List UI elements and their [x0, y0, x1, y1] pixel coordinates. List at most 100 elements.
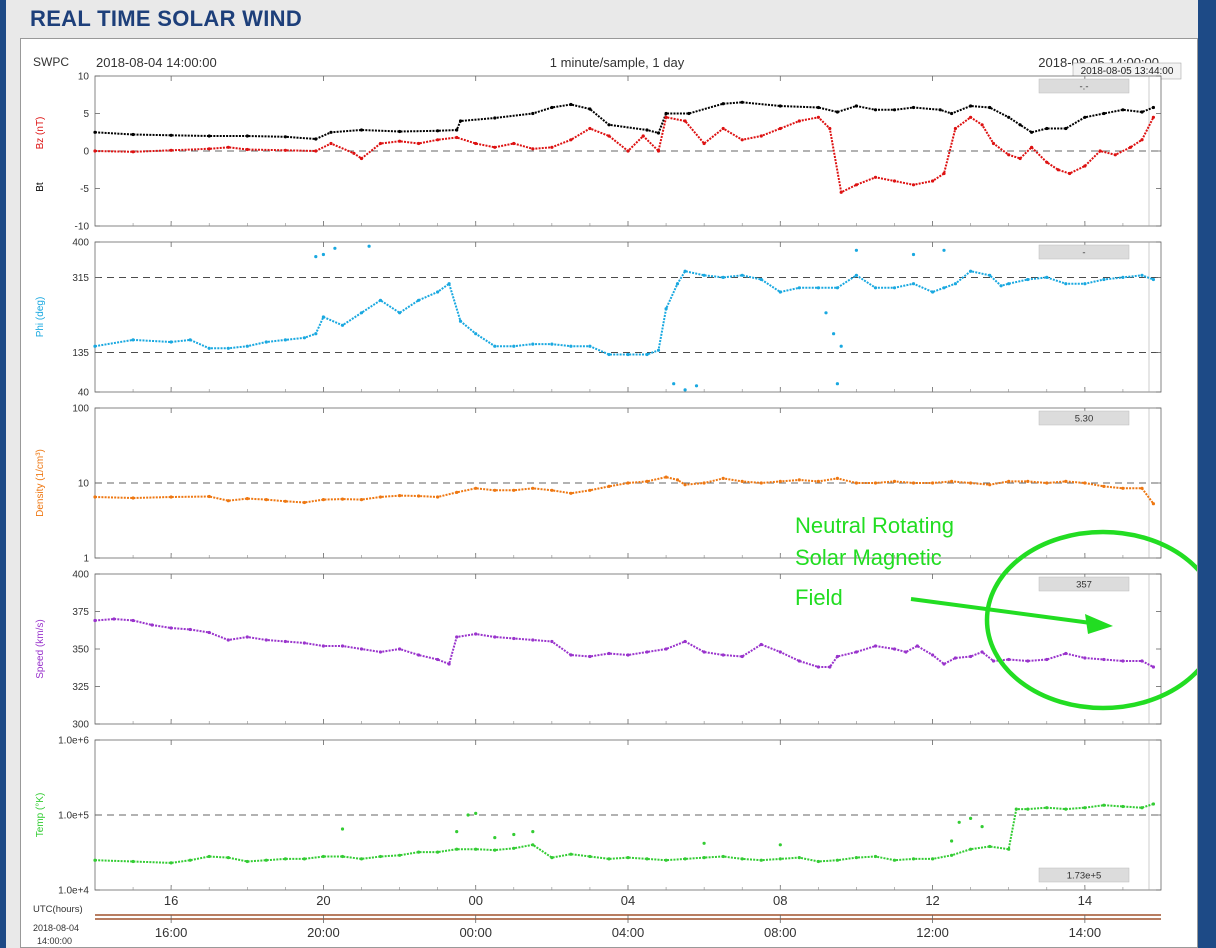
- data-point: [694, 384, 699, 388]
- y-tick-label: 40: [78, 388, 90, 399]
- start-time-label: 2018-08-04 14:00:00: [96, 55, 217, 70]
- y-tick-label: 300: [72, 720, 89, 731]
- data-point: [188, 627, 192, 632]
- data-point: [873, 854, 878, 859]
- data-point: [931, 179, 935, 183]
- data-point: [988, 483, 992, 487]
- data-point: [378, 495, 383, 499]
- data-point: [1121, 486, 1125, 490]
- x-tick-label-clock: 20:00: [307, 925, 340, 940]
- data-point: [436, 850, 440, 854]
- y-tick-label: 375: [72, 607, 89, 618]
- data-point: [854, 856, 859, 860]
- data-point: [702, 141, 706, 146]
- data-point: [942, 248, 946, 252]
- x-tick-label-hours: 00: [468, 893, 482, 908]
- data-point: [797, 286, 801, 290]
- data-point: [398, 494, 402, 498]
- y-tick-label: -5: [80, 184, 89, 195]
- data-point: [740, 100, 744, 104]
- data-point: [721, 275, 725, 279]
- x-tick-label-hours: 16: [164, 893, 178, 908]
- data-point: [474, 632, 478, 636]
- data-point: [283, 639, 287, 644]
- data-point: [329, 141, 333, 146]
- data-point: [1007, 115, 1011, 119]
- data-point: [702, 650, 706, 654]
- y-tick-label: 315: [72, 273, 89, 284]
- data-point: [302, 857, 306, 861]
- data-point: [1007, 657, 1011, 662]
- data-point: [458, 319, 463, 323]
- current-value-box: [1038, 576, 1130, 592]
- y-tick-label: 1.0e+5: [58, 811, 89, 822]
- data-point: [569, 102, 573, 107]
- data-point: [314, 332, 318, 336]
- data-point: [969, 269, 973, 273]
- current-value-box: [1038, 410, 1130, 426]
- data-point: [455, 490, 459, 494]
- data-point: [588, 126, 592, 131]
- data-point: [626, 149, 630, 153]
- data-point: [493, 488, 497, 492]
- data-point: [675, 478, 680, 482]
- data-point: [245, 134, 249, 138]
- y-axis-label: Speed (km/s): [35, 619, 46, 678]
- data-point: [93, 495, 97, 499]
- data-point: [816, 859, 821, 864]
- data-point: [474, 332, 478, 336]
- data-point: [550, 856, 554, 860]
- data-point: [436, 290, 440, 294]
- data-point: [398, 311, 402, 315]
- y-axis-label: Temp (°K): [35, 793, 46, 838]
- data-point: [359, 857, 364, 861]
- solar-wind-chart: SWPC 2018-08-04 14:00:00 1 minute/sample…: [33, 55, 1197, 946]
- data-point: [264, 498, 268, 502]
- data-point: [854, 248, 859, 252]
- data-point: [759, 481, 763, 485]
- x-tick-label-clock: 14:00: [1069, 925, 1102, 940]
- data-point: [607, 134, 611, 138]
- data-point: [988, 105, 992, 110]
- data-point: [607, 484, 611, 488]
- data-point: [321, 644, 325, 648]
- data-point: [169, 340, 173, 344]
- data-point: [1128, 145, 1133, 149]
- data-point: [683, 639, 687, 644]
- data-point: [626, 481, 630, 485]
- data-point: [683, 119, 687, 123]
- data-point: [1064, 479, 1068, 483]
- page-title: REAL TIME SOLAR WIND: [30, 6, 303, 31]
- data-point: [1083, 481, 1087, 485]
- data-point: [1045, 126, 1049, 131]
- data-point: [283, 857, 287, 861]
- data-point: [1121, 659, 1125, 663]
- data-point: [999, 284, 1003, 288]
- data-point: [352, 151, 356, 155]
- data-point: [950, 839, 954, 843]
- data-point: [436, 495, 440, 499]
- data-point: [131, 618, 135, 623]
- data-point: [1151, 665, 1155, 669]
- data-point: [493, 145, 497, 149]
- data-point: [969, 115, 973, 119]
- data-point: [1121, 108, 1125, 112]
- data-point: [226, 499, 230, 503]
- x-tick-label-clock: 08:00: [764, 925, 797, 940]
- data-point: [245, 497, 249, 501]
- data-point: [721, 102, 725, 106]
- data-point: [188, 338, 192, 342]
- data-point: [683, 269, 687, 273]
- data-point: [953, 656, 958, 660]
- panel-temp: 1.0e+6 1.0e+5 1.0e+4 Temp (°K) 1.73e+5: [35, 736, 1162, 897]
- data-point: [550, 488, 554, 492]
- data-point: [645, 857, 649, 861]
- data-point: [226, 145, 230, 149]
- data-point: [991, 659, 996, 663]
- data-point: [359, 128, 364, 132]
- data-point: [245, 344, 249, 348]
- panel-speed: 400 375 350 325 300 Speed (km/s) 357: [35, 570, 1162, 731]
- data-point: [664, 111, 668, 116]
- data-point: [721, 476, 725, 480]
- data-point: [931, 290, 935, 294]
